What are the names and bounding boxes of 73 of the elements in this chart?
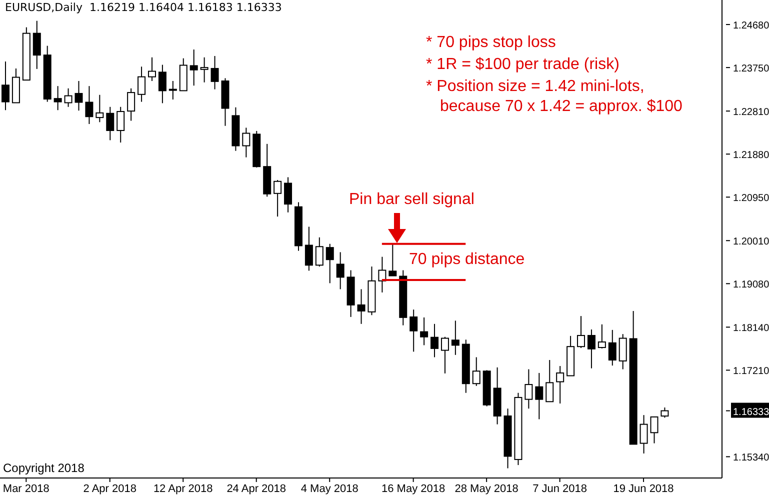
x-tick-label: 7 Jun 2018 [532, 483, 588, 495]
chart-title: EURUSD,Daily 1.16219 1.16404 1.16183 1.16333 [5, 1, 282, 14]
candlestick [577, 316, 586, 348]
candlestick [74, 80, 83, 112]
x-tick-label: 4 May 2018 [300, 483, 358, 495]
candlestick [660, 406, 669, 418]
candlestick [336, 252, 344, 290]
y-tick-label: 1.19080 [733, 280, 769, 291]
y-tick-label: 1.21880 [733, 150, 769, 162]
y-tick-label: 1.24680 [733, 20, 769, 32]
candlestick [378, 256, 386, 293]
candlestick [158, 64, 166, 104]
candlestick [535, 372, 544, 420]
candlestick [274, 180, 282, 218]
y-tick-label: 1.15340 [733, 452, 769, 464]
candlestick [106, 106, 114, 141]
candlestick [326, 243, 334, 284]
candlestick [315, 236, 324, 268]
candlestick [430, 323, 439, 358]
candlestick [200, 56, 208, 83]
x-tick-label: 24 Apr 2018 [226, 483, 286, 495]
annotation: * Position size = 1.42 mini-lots, [426, 78, 644, 96]
annotation: Copyright 2018 [3, 461, 84, 475]
y-tick-label: 1.16333 [733, 406, 769, 418]
candlestick [64, 88, 72, 108]
x-tick-label: 28 May 2018 [454, 483, 518, 495]
annotation: because 70 x 1.42 = approx. $100 [440, 98, 682, 116]
candlestick [472, 356, 480, 386]
y-tick-label: 1.20950 [733, 193, 769, 204]
annotation: 70 pips distance [409, 251, 525, 269]
candlestick [650, 416, 658, 444]
candlestick [608, 329, 616, 366]
candlestick [640, 414, 648, 454]
x-tick-label: 12 Apr 2018 [153, 483, 213, 495]
y-tick-label: 1.17210 [733, 366, 769, 378]
candlestick [242, 127, 250, 158]
x-tick-label: Mar 2018 [2, 483, 50, 495]
candlestick [190, 49, 198, 86]
candlestick [2, 61, 10, 111]
candlestick [148, 56, 156, 82]
candlestick [410, 309, 418, 352]
y-tick-label: 1.18140 [733, 323, 769, 334]
candlestick [304, 226, 313, 272]
candlestick [96, 94, 104, 123]
candlestick [127, 88, 136, 122]
candlestick [54, 86, 62, 111]
y-tick-label: 1.22810 [733, 107, 769, 118]
candlestick [32, 20, 41, 70]
annotation: * 1R = $100 per trade (risk) [426, 56, 620, 74]
candlestick [440, 336, 449, 374]
annotation: * 70 pips stop loss [426, 34, 556, 52]
candlestick [546, 360, 554, 402]
x-tick-label: 16 May 2018 [382, 483, 446, 495]
candlestick [587, 328, 596, 369]
candlestick [451, 320, 460, 356]
candlestick [524, 368, 533, 410]
x-tick-label: 2 Apr 2018 [83, 483, 136, 495]
candlestick [388, 244, 397, 276]
annotation: Pin bar sell signal [349, 191, 474, 209]
candlestick [598, 324, 606, 349]
y-tick-label: 1.20010 [733, 236, 769, 248]
candlestick [85, 86, 94, 125]
candlestick [618, 334, 627, 370]
candlestick [210, 55, 219, 90]
candlestick [168, 80, 177, 100]
y-tick-label: 1.23750 [733, 64, 769, 75]
candlestick [420, 316, 428, 346]
candlestick [138, 66, 146, 102]
candlestick [284, 176, 292, 213]
candlestick [357, 288, 366, 324]
candlestick [116, 106, 125, 144]
x-tick-label: 19 Jun 2018 [613, 483, 674, 495]
candlestick [556, 366, 564, 404]
